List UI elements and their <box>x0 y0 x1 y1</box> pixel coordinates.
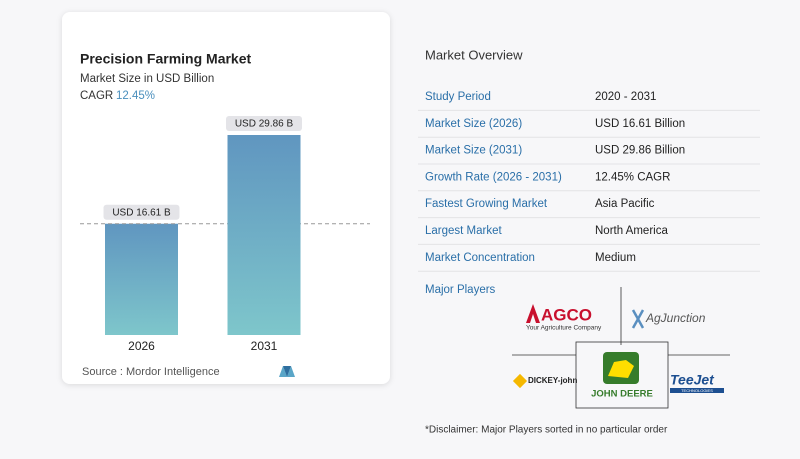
chart-title: Precision Farming Market <box>80 51 252 67</box>
player-name: DICKEY-john <box>528 376 577 385</box>
x-tick-label: 2031 <box>251 339 278 353</box>
players-grid <box>512 287 730 409</box>
player-tagline: Your Agriculture Company <box>526 325 602 332</box>
row-label: Fastest Growing Market <box>425 198 548 210</box>
row-value: Medium <box>595 252 636 264</box>
disclaimer: *Disclaimer: Major Players sorted in no … <box>425 425 668 436</box>
players-label: Major Players <box>425 284 496 296</box>
row-value: Asia Pacific <box>595 198 655 210</box>
value-label: USD 29.86 B <box>235 119 294 130</box>
chart-subtitle: Market Size in USD Billion <box>80 73 214 85</box>
player-name: AgJunction <box>645 311 706 325</box>
row-value: 12.45% CAGR <box>595 171 670 183</box>
value-label: USD 16.61 B <box>112 207 171 218</box>
x-tick-label: 2026 <box>128 339 155 353</box>
dickey-john-logo: DICKEY-john <box>512 373 577 389</box>
agco-logo: AGCO Your Agriculture Company <box>526 304 602 332</box>
row-label: Largest Market <box>425 225 503 237</box>
row-value: USD 29.86 Billion <box>595 145 685 157</box>
bar <box>105 223 178 335</box>
agjunction-logo: AgJunction <box>631 309 706 329</box>
row-label: Market Concentration <box>425 252 535 264</box>
source: Source : Mordor Intelligence <box>82 366 220 378</box>
row-value: 2020 - 2031 <box>595 91 656 103</box>
row-label: Growth Rate (2026 - 2031) <box>425 171 562 183</box>
overview-title: Market Overview <box>425 47 523 62</box>
player-name: AGCO <box>541 305 592 324</box>
player-name: TeeJet <box>670 372 715 388</box>
row-label: Market Size (2031) <box>425 145 522 157</box>
row-label: Market Size (2026) <box>425 118 522 130</box>
value-label-bg <box>226 116 302 131</box>
overview-table: Study Period 2020 - 2031 Market Size (2026… <box>418 91 760 272</box>
john-deere-logo: JOHN DEERE <box>591 352 653 400</box>
cagr-label: CAGR <box>80 90 113 102</box>
row-value: North America <box>595 225 668 237</box>
player-tagline: TECHNOLOGIES <box>681 388 713 393</box>
row-value: USD 16.61 Billion <box>595 118 685 130</box>
bar-chart: USD 16.61 B 2026 USD 29.86 B 2031 <box>80 116 370 353</box>
cagr-value: 12.45% <box>116 90 155 102</box>
teejet-logo: TeeJet TECHNOLOGIES <box>670 372 724 393</box>
value-label-bg <box>103 204 180 220</box>
mordor-logo <box>279 366 295 377</box>
row-label: Study Period <box>425 91 491 103</box>
bar <box>227 135 301 335</box>
player-name: JOHN DEERE <box>591 389 653 400</box>
